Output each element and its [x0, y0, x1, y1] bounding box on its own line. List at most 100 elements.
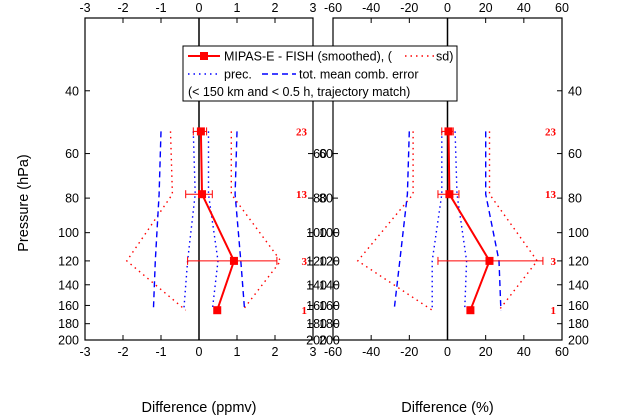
y-tick-label-left: 200 [58, 334, 79, 348]
y-tick-label-right: 80 [568, 192, 582, 206]
y-tick-label-right: 140 [568, 278, 589, 292]
mean-difference-line [199, 131, 236, 311]
x-tick-label-top: 0 [444, 1, 451, 15]
y-tick-label-right: 180 [319, 317, 340, 331]
right-panel: -60-60-40-40-20-200020204040606040406060… [306, 1, 589, 416]
sd-plus-line [488, 131, 539, 311]
count-label: 23 [545, 126, 557, 138]
x-tick-label-top: 40 [517, 1, 531, 15]
tme-minus-line [431, 131, 443, 311]
y-tick-label-left: 80 [313, 192, 327, 206]
x-tick-label-top: 60 [555, 1, 569, 15]
mean-difference-point [444, 127, 453, 136]
mean-difference-point [213, 306, 222, 315]
y-tick-label-right: 120 [568, 254, 589, 268]
y-tick-label-left: 120 [306, 254, 327, 268]
legend-entry-mean: MIPAS-E - FISH (smoothed), ( [224, 50, 393, 64]
count-label: 13 [545, 189, 557, 201]
y-tick-label-left: 180 [58, 317, 79, 331]
x-tick-label-top: 20 [479, 1, 493, 15]
y-tick-label-left: 100 [306, 226, 327, 240]
count-label: 3 [551, 256, 557, 268]
x-tick-label-bottom: 0 [196, 345, 203, 359]
legend-box [182, 45, 458, 102]
y-tick-label-left: 160 [58, 299, 79, 313]
y-tick-label-left: 100 [58, 226, 79, 240]
legend-entry-total-mean-error: tot. mean comb. error [299, 68, 419, 82]
legend-entry-sd: sd) [436, 50, 453, 64]
y-tick-label-left: 180 [306, 317, 327, 331]
y-tick-label-right: 60 [319, 147, 333, 161]
y-tick-label-left: 140 [58, 278, 79, 292]
sd-minus-line [125, 131, 187, 311]
x-tick-label-top: -20 [400, 1, 418, 15]
x-tick-label-bottom: 60 [555, 345, 569, 359]
tme-minus-line [183, 131, 196, 311]
precision-minus-line [393, 131, 410, 311]
tme-plus-line [207, 131, 219, 311]
precision-minus-line [152, 131, 162, 311]
x-tick-label-bottom: 3 [310, 345, 317, 359]
y-tick-label-right: 200 [568, 334, 589, 348]
x-tick-label-bottom: 40 [517, 345, 531, 359]
y-tick-label-left: 60 [313, 147, 327, 161]
x-tick-label-bottom: -1 [155, 345, 166, 359]
mean-difference-point [466, 306, 475, 315]
tme-plus-line [454, 131, 468, 311]
x-tick-label-bottom: 20 [479, 345, 493, 359]
x-tick-label-bottom: -40 [362, 345, 380, 359]
precision-plus-line [234, 131, 246, 311]
y-tick-label-left: 120 [58, 254, 79, 268]
y-tick-label-right: 100 [319, 226, 340, 240]
x-tick-label-bottom: 1 [234, 345, 241, 359]
x-tick-label-top: -2 [117, 1, 128, 15]
y-tick-label-left: 200 [306, 334, 327, 348]
x-tick-label-top: 2 [272, 1, 279, 15]
precision-plus-line [485, 131, 502, 311]
y-tick-label-right: 120 [319, 254, 340, 268]
x-tick-label-top: 1 [234, 1, 241, 15]
count-label: 1 [551, 305, 557, 317]
y-tick-label-right: 180 [568, 317, 589, 331]
x-tick-label-top: -60 [324, 1, 342, 15]
y-tick-label-right: 80 [319, 192, 333, 206]
x-tick-label-top: -40 [362, 1, 380, 15]
mean-difference-point [229, 256, 238, 265]
y-tick-label-right: 200 [319, 334, 340, 348]
count-label: 1 [302, 305, 308, 317]
sd-minus-line [356, 131, 433, 311]
x-tick-label-top: 3 [310, 1, 317, 15]
x-tick-label-bottom: -2 [117, 345, 128, 359]
y-tick-label-right: 60 [568, 147, 582, 161]
y-axis-title: Pressure (hPa) [16, 154, 32, 252]
legend-entry-precision: prec. [224, 68, 252, 82]
x-tick-label-top: -1 [155, 1, 166, 15]
y-tick-label-left: 40 [65, 84, 79, 98]
mean-difference-point [198, 190, 207, 199]
x-tick-label-bottom: 2 [272, 345, 279, 359]
y-tick-label-left: 140 [306, 278, 327, 292]
legend: MIPAS-E - FISH (smoothed), ( sd) prec. t… [182, 45, 458, 102]
legend-entry-criteria: (< 150 km and < 0.5 h, trajectory match) [188, 85, 410, 99]
count-label: 3 [302, 256, 308, 268]
x-axis-title: Difference (ppmv) [142, 400, 257, 416]
count-label: 23 [296, 126, 308, 138]
mean-difference-point [196, 127, 205, 136]
x-tick-label-top: -3 [79, 1, 90, 15]
mean-difference-point [445, 190, 454, 199]
legend-mean-marker [200, 52, 208, 60]
left-panel: -3-3-2-2-1-10011223340406060808010010012… [58, 1, 340, 416]
y-tick-label-left: 60 [65, 147, 79, 161]
count-label: 13 [296, 189, 308, 201]
y-tick-label-left: 80 [65, 192, 79, 206]
x-tick-label-bottom: -60 [324, 345, 342, 359]
y-tick-label-right: 100 [568, 226, 589, 240]
y-tick-label-right: 40 [568, 84, 582, 98]
x-tick-label-bottom: -3 [79, 345, 90, 359]
y-tick-label-right: 140 [319, 278, 340, 292]
y-tick-label-right: 160 [568, 299, 589, 313]
x-axis-title: Difference (%) [401, 400, 493, 416]
x-tick-label-bottom: 0 [444, 345, 451, 359]
y-tick-label-left: 160 [306, 299, 327, 313]
